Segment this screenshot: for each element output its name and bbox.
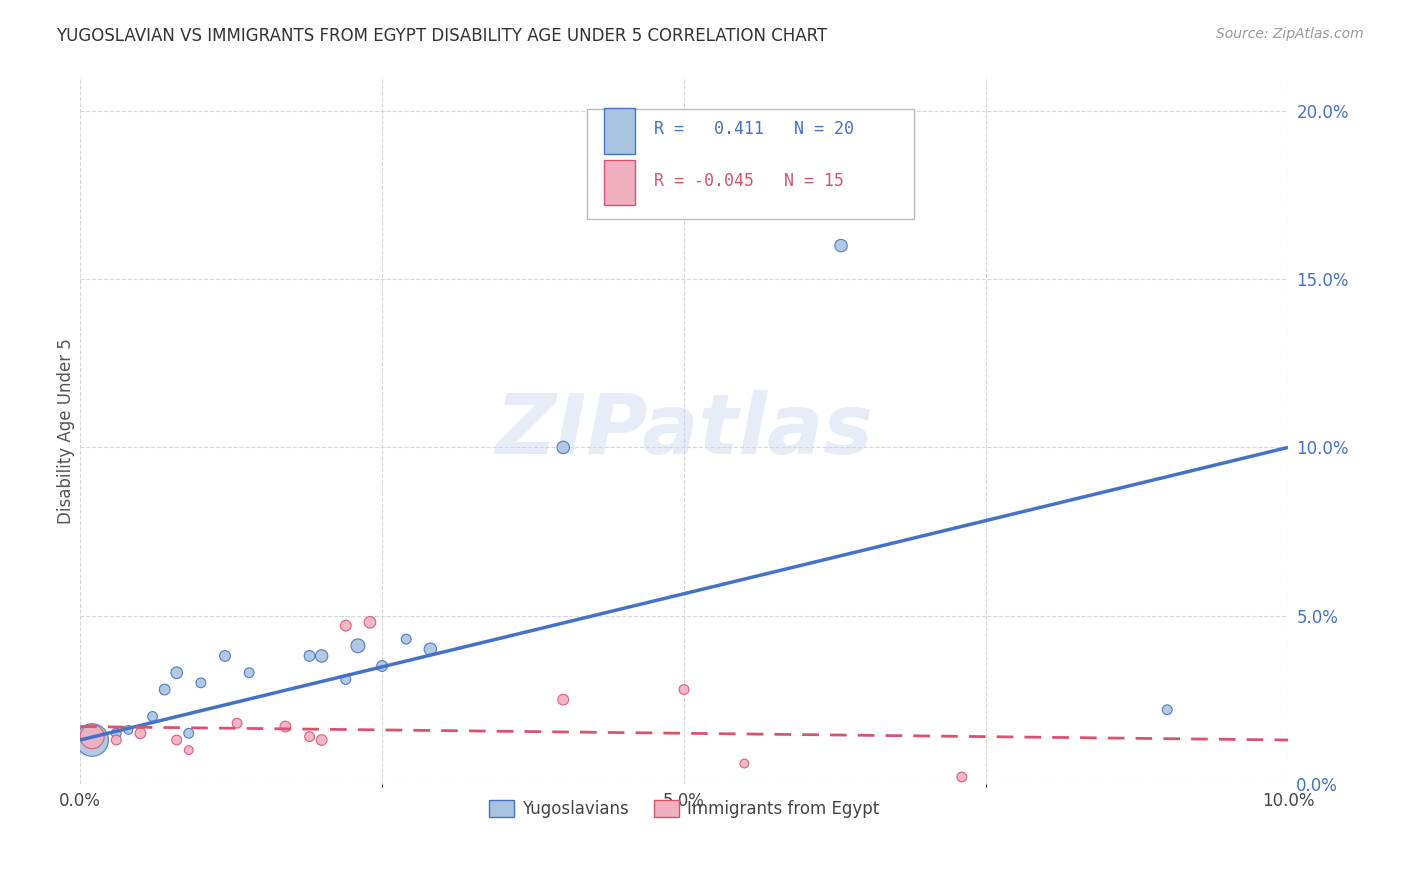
- Point: [709, 137, 731, 152]
- Text: Source: ZipAtlas.com: Source: ZipAtlas.com: [1216, 27, 1364, 41]
- Point: [673, 682, 696, 697]
- Point: [733, 756, 755, 771]
- Text: ZIPatlas: ZIPatlas: [495, 390, 873, 471]
- Point: [395, 632, 418, 646]
- Point: [335, 618, 357, 632]
- Point: [82, 733, 104, 747]
- Point: [153, 682, 176, 697]
- Point: [553, 441, 575, 455]
- Point: [141, 709, 163, 723]
- Point: [298, 730, 321, 744]
- Point: [166, 665, 188, 680]
- Point: [177, 726, 200, 740]
- Text: R = -0.045   N = 15: R = -0.045 N = 15: [654, 172, 844, 190]
- Point: [371, 659, 394, 673]
- Point: [347, 639, 370, 653]
- Point: [214, 648, 236, 663]
- Y-axis label: Disability Age Under 5: Disability Age Under 5: [58, 338, 75, 524]
- Bar: [605, 108, 634, 154]
- Point: [226, 716, 249, 731]
- Point: [238, 665, 260, 680]
- Bar: [605, 160, 634, 205]
- Point: [950, 770, 973, 784]
- Point: [553, 692, 575, 706]
- FancyBboxPatch shape: [588, 109, 914, 219]
- Point: [105, 726, 128, 740]
- Text: R =   0.411   N = 20: R = 0.411 N = 20: [654, 120, 853, 138]
- Point: [82, 730, 104, 744]
- Point: [166, 733, 188, 747]
- Point: [359, 615, 381, 630]
- Point: [129, 726, 152, 740]
- Point: [311, 733, 333, 747]
- Point: [117, 723, 139, 737]
- Point: [105, 733, 128, 747]
- Point: [311, 648, 333, 663]
- Point: [177, 743, 200, 757]
- Point: [830, 238, 852, 252]
- Point: [1156, 703, 1178, 717]
- Point: [335, 673, 357, 687]
- Point: [190, 676, 212, 690]
- Point: [298, 648, 321, 663]
- Text: YUGOSLAVIAN VS IMMIGRANTS FROM EGYPT DISABILITY AGE UNDER 5 CORRELATION CHART: YUGOSLAVIAN VS IMMIGRANTS FROM EGYPT DIS…: [56, 27, 828, 45]
- Point: [419, 642, 441, 657]
- Legend: Yugoslavians, Immigrants from Egypt: Yugoslavians, Immigrants from Egypt: [482, 793, 886, 825]
- Point: [274, 720, 297, 734]
